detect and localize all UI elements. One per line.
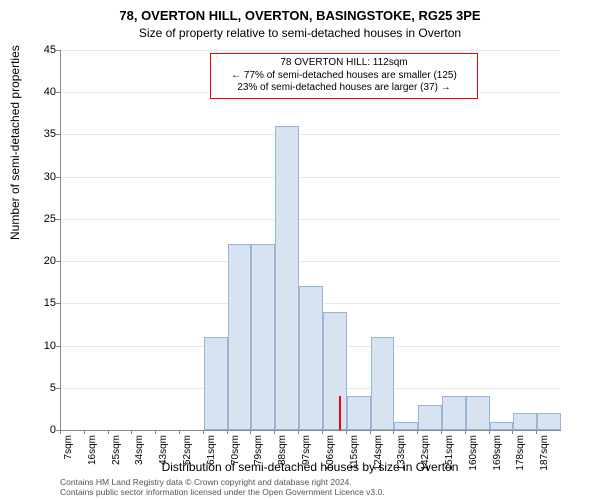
x-tick-mark [131,430,132,434]
y-tick-label: 10 [44,340,56,352]
bar [347,396,371,430]
annotation-box: 78 OVERTON HILL: 112sqm ← 77% of semi-det… [210,53,478,99]
y-tick-mark [56,177,60,178]
y-tick-label: 40 [44,86,56,98]
y-tick-mark [56,388,60,389]
bar [394,422,418,430]
x-tick-mark [155,430,156,434]
x-tick-mark [227,430,228,434]
x-tick-mark [298,430,299,434]
x-axis-label: Distribution of semi-detached houses by … [60,460,560,474]
y-tick-mark [56,92,60,93]
marker-line [339,396,341,430]
x-tick-mark [393,430,394,434]
x-tick-mark [179,430,180,434]
bar [299,286,323,430]
x-tick-mark [108,430,109,434]
y-tick-label: 25 [44,213,56,225]
y-tick-mark [56,219,60,220]
chart-subtitle: Size of property relative to semi-detach… [0,26,600,40]
y-tick-mark [56,346,60,347]
y-tick-label: 35 [44,128,56,140]
y-tick-mark [56,50,60,51]
y-tick-label: 30 [44,171,56,183]
annotation-line-3: 23% of semi-detached houses are larger (… [237,82,450,93]
bar [275,126,299,430]
x-tick-mark [536,430,537,434]
y-tick-label: 15 [44,297,56,309]
x-tick-mark [465,430,466,434]
y-tick-label: 0 [50,424,56,436]
y-tick-label: 5 [50,382,56,394]
footnote-line-2: Contains public sector information licen… [60,487,385,497]
x-tick-mark [60,430,61,434]
annotation-line-1: 78 OVERTON HILL: 112sqm [280,57,407,68]
y-axis-label: Number of semi-detached properties [8,45,22,240]
bar [466,396,490,430]
annotation-line-2: ← 77% of semi-detached houses are smalle… [231,70,457,81]
x-tick-mark [370,430,371,434]
chart-container: 78, OVERTON HILL, OVERTON, BASINGSTOKE, … [0,0,600,500]
y-tick-label: 45 [44,44,56,56]
x-tick-mark [274,430,275,434]
bar [251,244,275,430]
bar [537,413,561,430]
footnote: Contains HM Land Registry data © Crown c… [60,478,560,498]
y-tick-mark [56,261,60,262]
y-tick-label: 20 [44,255,56,267]
bar [228,244,252,430]
bar [204,337,228,430]
x-tick-mark [441,430,442,434]
x-tick-mark [489,430,490,434]
bar [513,413,537,430]
x-tick-mark [322,430,323,434]
x-tick-mark [417,430,418,434]
y-tick-mark [56,303,60,304]
footnote-line-1: Contains HM Land Registry data © Crown c… [60,477,352,487]
x-tick-mark [250,430,251,434]
x-tick-mark [512,430,513,434]
y-tick-mark [56,134,60,135]
x-tick-mark [84,430,85,434]
plot-area [60,50,561,431]
bar [323,312,347,430]
bar [490,422,514,430]
chart-title: 78, OVERTON HILL, OVERTON, BASINGSTOKE, … [0,8,600,23]
bar [371,337,395,430]
x-tick-mark [346,430,347,434]
x-tick-mark [203,430,204,434]
bar [442,396,466,430]
bar [418,405,442,430]
